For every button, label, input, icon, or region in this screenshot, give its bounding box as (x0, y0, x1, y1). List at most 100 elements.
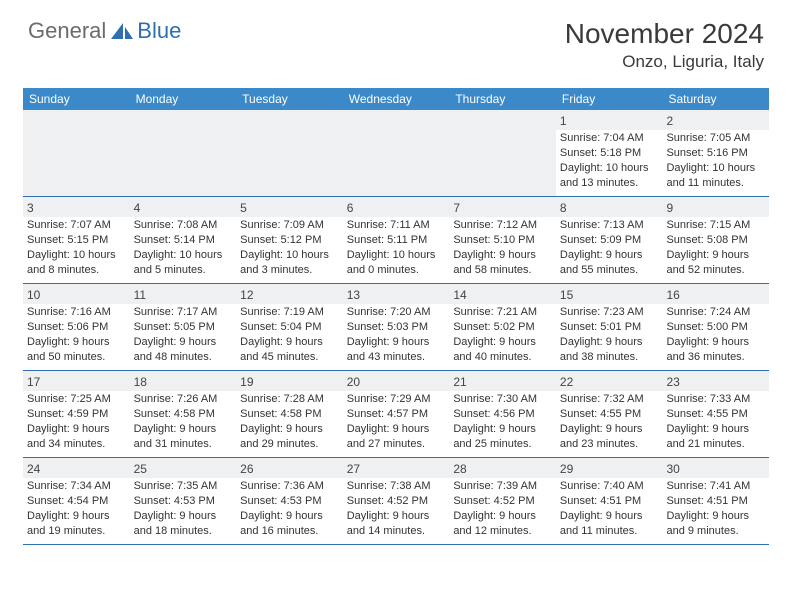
day-cell (130, 110, 237, 196)
daylight-text: Daylight: 9 hours and 45 minutes. (240, 335, 339, 365)
sunrise-text: Sunrise: 7:29 AM (347, 392, 446, 407)
sunrise-text: Sunrise: 7:34 AM (27, 479, 126, 494)
day-number: 12 (236, 284, 343, 304)
day-cell: 15Sunrise: 7:23 AMSunset: 5:01 PMDayligh… (556, 284, 663, 370)
daylight-text: Daylight: 9 hours and 34 minutes. (27, 422, 126, 452)
location-label: Onzo, Liguria, Italy (565, 52, 764, 72)
sunrise-text: Sunrise: 7:30 AM (453, 392, 552, 407)
daylight-text: Daylight: 9 hours and 14 minutes. (347, 509, 446, 539)
day-cell: 20Sunrise: 7:29 AMSunset: 4:57 PMDayligh… (343, 371, 450, 457)
daylight-text: Daylight: 9 hours and 16 minutes. (240, 509, 339, 539)
sunset-text: Sunset: 4:56 PM (453, 407, 552, 422)
day-cell: 26Sunrise: 7:36 AMSunset: 4:53 PMDayligh… (236, 458, 343, 544)
day-cell: 14Sunrise: 7:21 AMSunset: 5:02 PMDayligh… (449, 284, 556, 370)
sunrise-text: Sunrise: 7:32 AM (560, 392, 659, 407)
daylight-text: Daylight: 9 hours and 21 minutes. (666, 422, 765, 452)
daylight-text: Daylight: 10 hours and 8 minutes. (27, 248, 126, 278)
sunrise-text: Sunrise: 7:23 AM (560, 305, 659, 320)
day-cell: 21Sunrise: 7:30 AMSunset: 4:56 PMDayligh… (449, 371, 556, 457)
day-cell: 3Sunrise: 7:07 AMSunset: 5:15 PMDaylight… (23, 197, 130, 283)
logo: General Blue (28, 18, 181, 44)
day-number: 1 (556, 110, 663, 130)
sunset-text: Sunset: 4:51 PM (560, 494, 659, 509)
daylight-text: Daylight: 9 hours and 43 minutes. (347, 335, 446, 365)
day-number: 15 (556, 284, 663, 304)
sunrise-text: Sunrise: 7:09 AM (240, 218, 339, 233)
day-cell: 11Sunrise: 7:17 AMSunset: 5:05 PMDayligh… (130, 284, 237, 370)
day-cell: 5Sunrise: 7:09 AMSunset: 5:12 PMDaylight… (236, 197, 343, 283)
sunset-text: Sunset: 4:55 PM (666, 407, 765, 422)
day-number: 3 (23, 197, 130, 217)
week-row: 24Sunrise: 7:34 AMSunset: 4:54 PM Dayligh… (23, 458, 769, 545)
daylight-text: Daylight: 9 hours and 31 minutes. (134, 422, 233, 452)
day-number: 23 (662, 371, 769, 391)
day-number: 16 (662, 284, 769, 304)
sunrise-text: Sunrise: 7:24 AM (666, 305, 765, 320)
sunset-text: Sunset: 5:00 PM (666, 320, 765, 335)
daylight-text: Daylight: 9 hours and 55 minutes. (560, 248, 659, 278)
sunset-text: Sunset: 4:58 PM (240, 407, 339, 422)
dow-wednesday: Wednesday (343, 88, 450, 110)
day-cell: 18Sunrise: 7:26 AMSunset: 4:58 PMDayligh… (130, 371, 237, 457)
sunrise-text: Sunrise: 7:04 AM (560, 131, 659, 146)
sunrise-text: Sunrise: 7:15 AM (666, 218, 765, 233)
day-number: 5 (236, 197, 343, 217)
sunrise-text: Sunrise: 7:13 AM (560, 218, 659, 233)
sunset-text: Sunset: 4:51 PM (666, 494, 765, 509)
day-number: 30 (662, 458, 769, 478)
day-cell: 16Sunrise: 7:24 AMSunset: 5:00 PMDayligh… (662, 284, 769, 370)
sunrise-text: Sunrise: 7:20 AM (347, 305, 446, 320)
header: General Blue November 2024 Onzo, Liguria… (0, 0, 792, 80)
day-number: 2 (662, 110, 769, 130)
logo-text-general: General (28, 18, 106, 44)
day-number: 26 (236, 458, 343, 478)
day-number: 22 (556, 371, 663, 391)
day-number: 4 (130, 197, 237, 217)
dow-friday: Friday (556, 88, 663, 110)
weeks-container: 1Sunrise: 7:04 AMSunset: 5:18 PMDaylight… (23, 110, 769, 545)
day-cell: 28Sunrise: 7:39 AMSunset: 4:52 PMDayligh… (449, 458, 556, 544)
day-number: 28 (449, 458, 556, 478)
daylight-text: Daylight: 9 hours and 50 minutes. (27, 335, 126, 365)
sunrise-text: Sunrise: 7:41 AM (666, 479, 765, 494)
sunset-text: Sunset: 5:08 PM (666, 233, 765, 248)
day-cell: 12Sunrise: 7:19 AMSunset: 5:04 PMDayligh… (236, 284, 343, 370)
sunset-text: Sunset: 4:54 PM (27, 494, 126, 509)
dow-sunday: Sunday (23, 88, 130, 110)
calendar: Sunday Monday Tuesday Wednesday Thursday… (23, 88, 769, 545)
sunset-text: Sunset: 5:10 PM (453, 233, 552, 248)
dow-monday: Monday (130, 88, 237, 110)
daylight-text: Daylight: 10 hours and 13 minutes. (560, 161, 659, 191)
logo-text-blue: Blue (137, 18, 181, 44)
sunrise-text: Sunrise: 7:17 AM (134, 305, 233, 320)
sunset-text: Sunset: 5:12 PM (240, 233, 339, 248)
sunset-text: Sunset: 5:01 PM (560, 320, 659, 335)
daylight-text: Daylight: 9 hours and 25 minutes. (453, 422, 552, 452)
week-row: 3Sunrise: 7:07 AMSunset: 5:15 PMDaylight… (23, 197, 769, 284)
sunset-text: Sunset: 4:52 PM (347, 494, 446, 509)
title-block: November 2024 Onzo, Liguria, Italy (565, 18, 764, 72)
day-cell (23, 110, 130, 196)
daylight-text: Daylight: 10 hours and 0 minutes. (347, 248, 446, 278)
daylight-text: Daylight: 9 hours and 11 minutes. (560, 509, 659, 539)
daylight-text: Daylight: 9 hours and 36 minutes. (666, 335, 765, 365)
daylight-text: Daylight: 9 hours and 27 minutes. (347, 422, 446, 452)
daylight-text: Daylight: 9 hours and 12 minutes. (453, 509, 552, 539)
day-number: 24 (23, 458, 130, 478)
day-cell: 6Sunrise: 7:11 AMSunset: 5:11 PMDaylight… (343, 197, 450, 283)
daylight-text: Daylight: 9 hours and 40 minutes. (453, 335, 552, 365)
sunset-text: Sunset: 5:15 PM (27, 233, 126, 248)
daylight-text: Daylight: 9 hours and 23 minutes. (560, 422, 659, 452)
day-cell: 19Sunrise: 7:28 AMSunset: 4:58 PMDayligh… (236, 371, 343, 457)
sunset-text: Sunset: 5:16 PM (666, 146, 765, 161)
dow-thursday: Thursday (449, 88, 556, 110)
day-cell: 22Sunrise: 7:32 AMSunset: 4:55 PMDayligh… (556, 371, 663, 457)
day-cell: 13Sunrise: 7:20 AMSunset: 5:03 PMDayligh… (343, 284, 450, 370)
sunset-text: Sunset: 5:06 PM (27, 320, 126, 335)
sunrise-text: Sunrise: 7:40 AM (560, 479, 659, 494)
day-number: 13 (343, 284, 450, 304)
week-row: 1Sunrise: 7:04 AMSunset: 5:18 PMDaylight… (23, 110, 769, 197)
sunset-text: Sunset: 5:11 PM (347, 233, 446, 248)
day-cell (449, 110, 556, 196)
dow-saturday: Saturday (662, 88, 769, 110)
